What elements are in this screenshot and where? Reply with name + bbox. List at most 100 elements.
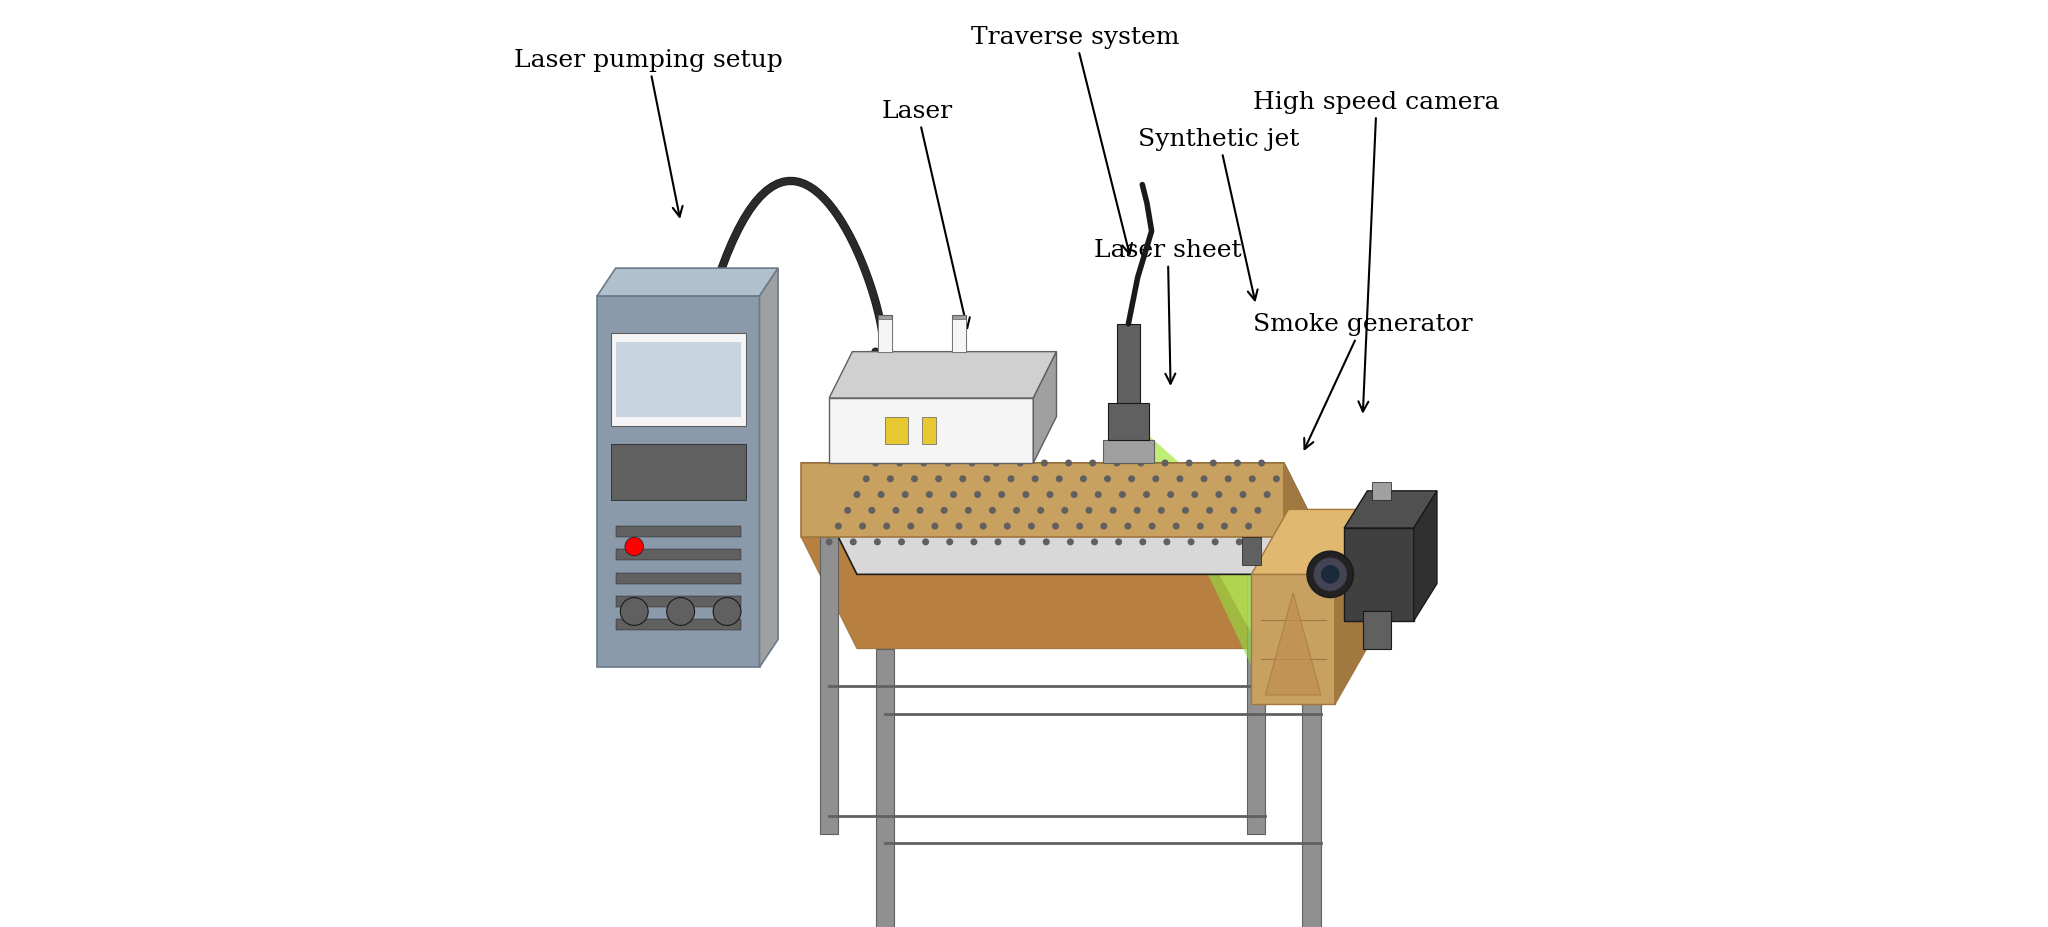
Circle shape [1186, 461, 1192, 466]
Circle shape [985, 476, 989, 482]
Bar [1372, 482, 1391, 501]
Bar [885, 417, 907, 445]
Circle shape [1104, 476, 1110, 482]
Circle shape [907, 524, 913, 529]
Circle shape [868, 508, 874, 514]
Circle shape [1178, 476, 1182, 482]
Polygon shape [1034, 352, 1057, 464]
Circle shape [1024, 492, 1028, 498]
Circle shape [1110, 508, 1116, 514]
Polygon shape [1413, 491, 1438, 621]
Bar [1241, 538, 1262, 565]
Circle shape [1047, 492, 1053, 498]
Circle shape [926, 492, 932, 498]
Circle shape [1174, 524, 1180, 529]
Circle shape [903, 492, 907, 498]
Circle shape [713, 598, 741, 626]
Bar [1116, 324, 1141, 464]
Circle shape [1065, 461, 1071, 466]
Circle shape [961, 476, 965, 482]
Circle shape [1245, 524, 1251, 529]
Circle shape [893, 508, 899, 514]
Circle shape [1143, 492, 1149, 498]
Polygon shape [1139, 426, 1270, 667]
Circle shape [897, 461, 903, 466]
Circle shape [981, 524, 985, 529]
Bar [1104, 440, 1153, 464]
Circle shape [1018, 461, 1024, 466]
Bar [829, 399, 1034, 464]
Circle shape [1206, 508, 1212, 514]
Circle shape [1198, 524, 1202, 529]
Bar [877, 649, 895, 927]
Circle shape [885, 524, 889, 529]
Bar [610, 334, 745, 426]
Circle shape [1102, 524, 1106, 529]
Circle shape [950, 492, 956, 498]
Circle shape [975, 492, 981, 498]
Bar [1251, 575, 1335, 705]
Circle shape [1163, 461, 1167, 466]
Circle shape [999, 492, 1004, 498]
Circle shape [995, 540, 1001, 545]
Bar [616, 573, 741, 584]
Circle shape [860, 524, 866, 529]
Circle shape [1321, 565, 1339, 584]
Bar [952, 320, 967, 352]
Circle shape [1237, 540, 1241, 545]
Circle shape [932, 524, 938, 529]
Circle shape [1202, 476, 1206, 482]
Polygon shape [598, 269, 778, 297]
Bar [616, 619, 741, 630]
Circle shape [971, 540, 977, 545]
Circle shape [924, 540, 928, 545]
Circle shape [956, 524, 963, 529]
Bar [1343, 528, 1413, 621]
Circle shape [1063, 508, 1067, 514]
Circle shape [850, 540, 856, 545]
Circle shape [1028, 524, 1034, 529]
Circle shape [965, 508, 971, 514]
Circle shape [969, 461, 975, 466]
Circle shape [1139, 461, 1143, 466]
Circle shape [1090, 461, 1096, 466]
Circle shape [1274, 476, 1280, 482]
Text: Synthetic jet: Synthetic jet [1139, 128, 1300, 301]
Circle shape [1008, 476, 1014, 482]
Circle shape [1210, 461, 1217, 466]
Text: High speed camera: High speed camera [1253, 91, 1499, 413]
Polygon shape [1284, 464, 1339, 649]
Circle shape [918, 508, 924, 514]
Circle shape [1182, 508, 1188, 514]
Circle shape [825, 540, 831, 545]
Circle shape [1004, 524, 1010, 529]
Polygon shape [801, 538, 1339, 649]
Circle shape [1071, 492, 1077, 498]
Circle shape [1159, 508, 1163, 514]
Circle shape [621, 598, 647, 626]
Circle shape [1120, 492, 1124, 498]
Polygon shape [1139, 426, 1262, 686]
Text: Traverse system: Traverse system [971, 26, 1180, 255]
Circle shape [899, 540, 905, 545]
Text: Laser pumping setup: Laser pumping setup [514, 49, 782, 218]
Circle shape [1192, 492, 1198, 498]
Circle shape [1085, 508, 1092, 514]
Circle shape [942, 508, 946, 514]
Circle shape [1249, 476, 1255, 482]
Polygon shape [801, 464, 1339, 575]
Circle shape [944, 461, 950, 466]
Polygon shape [1343, 491, 1438, 528]
Bar [1108, 403, 1149, 440]
Circle shape [1044, 540, 1049, 545]
Circle shape [1116, 540, 1122, 545]
Bar [1247, 538, 1266, 834]
Circle shape [1141, 540, 1145, 545]
Circle shape [1077, 524, 1083, 529]
Bar [879, 315, 891, 352]
Polygon shape [760, 269, 778, 667]
Circle shape [1042, 461, 1047, 466]
Circle shape [936, 476, 942, 482]
Circle shape [1092, 540, 1098, 545]
Text: Smoke generator: Smoke generator [1253, 313, 1473, 450]
